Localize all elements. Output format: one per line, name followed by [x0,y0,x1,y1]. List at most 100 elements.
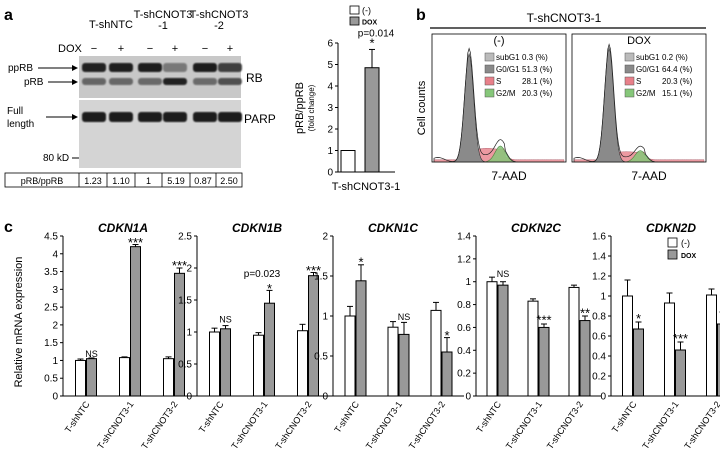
y-tick-label: 3 [52,285,58,296]
phase-swatch [484,52,495,62]
legend-swatch [349,5,360,15]
parp-band [163,112,187,122]
pRB-band [163,78,187,85]
y-tick-label: 1.5 [44,338,58,349]
y-tick-label: 1 [186,328,192,339]
y-tick-label: 0.8 [592,312,606,323]
bar-DOX [633,328,644,397]
y-tick-label: 0.6 [457,323,471,334]
ratio-cell-3: 5.19 [167,176,185,186]
p-value: p=0.014 [358,28,395,39]
y-tick-label: 4.5 [44,232,58,243]
bar-DOX [675,349,686,397]
bar-(-) [706,294,717,397]
y-tick-label: 4 [327,82,333,93]
dox-state-3: + [172,43,178,55]
y-tick-label: 0.8 [457,300,471,311]
y-tick-label: 1.4 [592,252,606,263]
group3-line-1: -2 [214,20,224,32]
bar-DOX [130,246,141,397]
dox-state-5: + [227,43,233,55]
x-tick-label: T-shCNOT3-1 [640,399,680,451]
x-tick-label: T-shNTC [332,399,361,435]
y-tick-label: 2 [322,232,328,243]
phase-value: 51.3 (%) [522,65,553,74]
legend-swatch [667,249,678,260]
parp-band [138,112,162,122]
full-length-line-0: Full [7,106,23,117]
significance-label: * [358,254,363,269]
y-tick-label: 0 [465,392,471,403]
rb-bands [82,63,242,85]
x-tick-label: T-shNTC [63,399,92,435]
panel-c-ylabel: Relative mRNA expression [13,257,25,388]
pRB-band [218,78,242,85]
legend-label: (-) [362,6,371,16]
y-tick-label: 0 [327,168,333,179]
ratio-cells: 1.23 1.10 1 5.19 0.87 2.50 [84,173,238,187]
y-tick-label: 1.2 [457,254,471,265]
bar-(-) [297,330,308,397]
y-tick-label: 2.5 [44,303,58,314]
significance-label: *** [536,313,551,328]
y-tick-label: 0 [322,392,328,403]
pRB-label: pRB [24,77,44,88]
y-tick-label: 0.4 [457,346,471,357]
panel-a-label: a [4,7,13,24]
y-tick-label: 1 [322,312,328,323]
x-tick-label: T-shCNOT3-2 [545,399,585,451]
total-curve [433,47,564,163]
group2-line-1: -1 [158,20,168,32]
bar-DOX [308,275,319,397]
panel-c: c Relative mRNA expression CDKN1A 0 0.5 1 1.… [4,219,720,451]
panel-a-legend: (-) DOX [349,5,378,27]
rb-label: RB [246,71,263,85]
full-length-label: Full length [7,106,34,130]
y-tick-label: 0.5 [178,360,192,371]
phase-value: 0.2 (%) [662,53,688,62]
parp-band [218,112,242,122]
phase-swatch [484,88,495,98]
pRB-band [82,78,106,85]
ppRB-label: ppRB [8,63,33,74]
y-tick-label: 1.5 [314,272,328,283]
ratio-cell-5: 2.50 [220,176,238,186]
y-tick-label: 1.6 [592,232,606,243]
y-tick-label: 4 [52,249,58,260]
phase-name: G0/G1 [636,65,660,74]
y-tick-label: 0 [186,392,192,403]
bar-DOX [355,280,367,397]
bar-DOX [538,326,550,397]
legend-label: DOX [362,20,378,27]
significance-label: NS [219,314,232,324]
y-tick-label: 0 [600,392,606,403]
ratio-cell-2: 1 [146,176,151,186]
histogram-xlabel: 7-AAD [491,169,527,183]
ratio-label: pRB/ppRB [21,176,64,186]
panel-b-label: b [416,7,426,24]
phase-swatch [624,88,635,98]
pRB-band [109,78,133,85]
y-tick-label: 2 [52,320,58,331]
bar-(-) [622,295,633,397]
y-tick-label: 0.4 [592,352,606,363]
y-tick-label: 1 [327,146,333,157]
chart-title: CDKN2C [511,221,561,235]
significance-label: ** [580,306,590,321]
x-tick-label: T-shNTC [610,399,639,435]
y-tick-label: 0.2 [592,372,606,383]
panel-b-title: T-shCNOT3-1 [527,11,602,25]
phase-value: 28.1 (%) [522,77,553,86]
x-tick-label: T-shCNOT3-2 [139,399,179,451]
parp-band [82,112,106,122]
y-tick-label: 3 [327,103,333,114]
bar-DOX [220,328,231,397]
significance-label: p=0.023 [244,269,281,280]
y-tick-label: 3.5 [44,267,58,278]
pRB-band [138,78,162,85]
phase-name: G2/M [496,89,516,98]
histogram-title: DOX [627,35,652,47]
